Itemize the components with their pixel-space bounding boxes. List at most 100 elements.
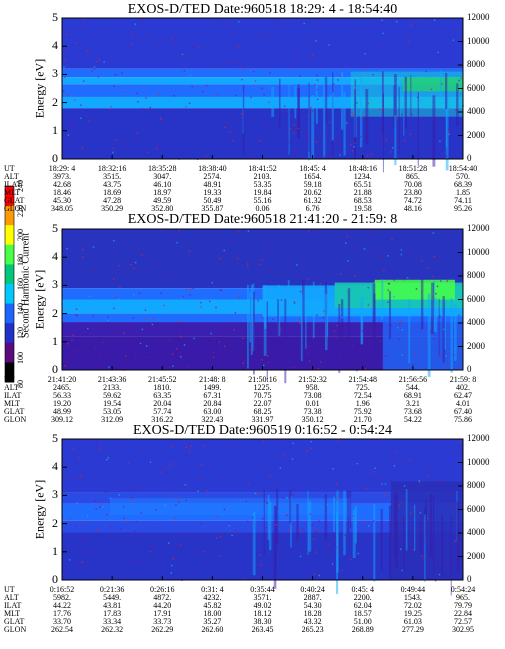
heatmap-speckle: [171, 235, 173, 237]
colorbar-segment: [5, 264, 14, 285]
y2-tick-label: 4000: [467, 106, 485, 116]
orbit-value: 322.43: [201, 415, 224, 424]
heatmap-speckle: [185, 499, 187, 502]
heatmap-speckle: [240, 112, 243, 115]
orbit-value: 63.35: [153, 391, 172, 400]
heatmap-speckle: [295, 53, 297, 55]
heatmap-speckle: [439, 140, 441, 143]
heatmap-speckle: [458, 314, 460, 317]
heatmap-speckle: [398, 504, 400, 507]
orbit-value: 18:54:40: [448, 164, 478, 173]
heatmap-speckle: [254, 492, 257, 494]
heatmap-streak: [333, 496, 335, 533]
heatmap-streak: [434, 298, 437, 332]
heatmap-speckle: [263, 574, 266, 577]
orbit-row-label: ILAT: [4, 180, 22, 189]
heatmap-speckle: [211, 282, 214, 284]
heatmap-speckle: [72, 447, 75, 450]
heatmap-speckle: [360, 150, 362, 152]
heatmap-speckle: [229, 441, 232, 443]
heatmap-streak: [264, 284, 267, 330]
heatmap-speckle: [247, 230, 250, 232]
heatmap-streak: [381, 71, 384, 134]
heatmap-speckle: [192, 287, 194, 289]
heatmap-speckle: [310, 447, 312, 450]
heatmap-speckle: [317, 368, 320, 370]
heatmap-speckle: [76, 502, 78, 505]
heatmap-speckle: [394, 452, 396, 454]
orbit-value: 355.87: [201, 204, 224, 213]
heatmap-speckle: [233, 446, 236, 448]
heatmap-speckle: [319, 282, 322, 285]
heatmap-speckle: [185, 147, 187, 150]
heatmap-speckle: [410, 113, 413, 116]
heatmap-streak: [361, 303, 363, 345]
heatmap-speckle: [316, 37, 318, 39]
heatmap-speckle: [368, 79, 370, 81]
heatmap-speckle: [329, 156, 332, 158]
heatmap-speckle: [106, 513, 108, 516]
heatmap-speckle: [335, 153, 337, 155]
y-tick-label: 3: [52, 487, 58, 502]
heatmap-speckle: [180, 336, 182, 338]
heatmap-speckle: [223, 508, 226, 511]
heatmap-streak: [373, 504, 376, 582]
orbit-value: 262.60: [201, 625, 224, 634]
orbit-value: 263.45: [251, 625, 274, 634]
heatmap-speckle: [180, 356, 182, 358]
heatmap-speckle: [430, 330, 432, 333]
heatmap-streak: [284, 299, 287, 384]
heatmap-speckle: [339, 144, 342, 146]
heatmap-speckle: [65, 34, 68, 36]
heatmap-speckle: [242, 337, 244, 339]
y-tick-label: 5: [52, 221, 58, 235]
heatmap-streak: [263, 489, 265, 556]
heatmap-speckle: [368, 343, 371, 345]
heatmap-speckle: [448, 505, 450, 508]
heatmap-speckle: [299, 555, 302, 558]
y2-tick-label: 2000: [467, 129, 485, 140]
heatmap-speckle: [152, 527, 155, 529]
heatmap-speckle: [160, 117, 162, 119]
heatmap-speckle: [219, 346, 221, 348]
heatmap-speckle: [220, 289, 222, 292]
heatmap-speckle: [413, 560, 415, 562]
heatmap-speckle: [311, 53, 314, 56]
heatmap-speckle: [226, 327, 228, 330]
heatmap-speckle: [310, 106, 313, 109]
heatmap-speckle: [422, 120, 424, 122]
heatmap-speckle: [158, 111, 160, 114]
heatmap-streak: [454, 303, 457, 361]
heatmap-speckle: [272, 318, 274, 320]
heatmap-speckle: [401, 329, 404, 331]
heatmap-speckle: [153, 545, 156, 548]
heatmap-speckle: [377, 278, 380, 281]
heatmap-speckle: [200, 463, 203, 466]
orbit-row-label: ILAT: [4, 391, 22, 400]
heatmap-speckle: [263, 93, 265, 96]
heatmap-speckle: [401, 569, 404, 572]
heatmap-speckle: [218, 66, 220, 69]
y-tick-label: 0: [52, 572, 58, 586]
heatmap-speckle: [205, 84, 208, 87]
heatmap-speckle: [135, 520, 138, 523]
heatmap-streak: [347, 490, 350, 533]
orbit-value: 48.91: [203, 180, 222, 189]
y2-tick-label: 2000: [467, 340, 485, 351]
heatmap-speckle: [435, 439, 437, 441]
heatmap-speckle: [347, 519, 349, 521]
heatmap-speckle: [149, 551, 152, 553]
heatmap-speckle: [340, 273, 342, 275]
heatmap-speckle: [231, 534, 233, 537]
orbit-value: 45.30: [53, 196, 71, 205]
y2-tick-label: 6000: [467, 293, 485, 304]
heatmap-streak: [394, 74, 397, 116]
heatmap-speckle: [68, 546, 70, 548]
heatmap-speckle: [261, 517, 264, 520]
heatmap-speckle: [215, 306, 217, 309]
heatmap-speckle: [363, 248, 366, 250]
heatmap-speckle: [171, 445, 174, 448]
heatmap-speckle: [367, 286, 369, 289]
orbit-value: 0:54:24: [450, 585, 476, 594]
heatmap-speckle: [399, 320, 402, 322]
